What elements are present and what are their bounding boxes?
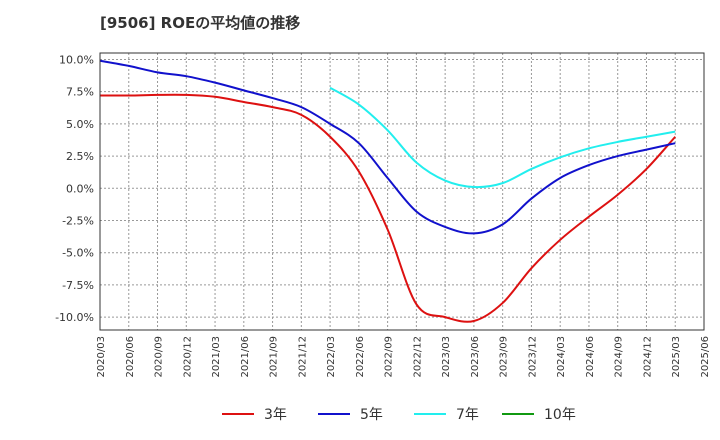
- series-layer: [99, 59, 676, 323]
- plot-frame: [99, 52, 705, 331]
- x-tick-label: 2020/09: [154, 336, 165, 378]
- x-tick-label: 2024/12: [642, 336, 653, 378]
- x-tick-label: 2025/06: [700, 336, 711, 378]
- x-tick-label: 2023/03: [441, 336, 452, 378]
- x-tick-label: 2021/06: [240, 336, 251, 378]
- legend-label: 7年: [456, 407, 479, 423]
- legend-label: 10年: [544, 407, 576, 423]
- x-tick-label: 2024/06: [585, 336, 596, 378]
- x-tick-label: 2020/06: [125, 336, 136, 378]
- x-tick-label: 2020/03: [96, 336, 107, 378]
- x-tick-label: 2023/06: [470, 336, 481, 378]
- legend-label: 3年: [264, 407, 287, 423]
- x-tick-label: 2024/03: [556, 336, 567, 378]
- series-line-0: [99, 93, 676, 323]
- x-tick-label: 2021/03: [211, 336, 222, 378]
- y-tick-label: 7.5%: [66, 86, 94, 99]
- x-tick-label: 2023/12: [527, 336, 538, 378]
- y-tick-label: 5.0%: [66, 118, 94, 131]
- y-tick-label: 10.0%: [59, 53, 94, 66]
- grid-layer: [99, 53, 705, 330]
- x-axis: 2020/03 2020/06 2020/09 2020/12 2021/03 2021/…: [96, 336, 711, 378]
- x-tick-label: 2022/03: [326, 336, 337, 378]
- series-line-1: [99, 59, 676, 235]
- y-tick-label: 2.5%: [66, 150, 94, 163]
- x-tick-label: 2020/12: [182, 336, 193, 378]
- legend-label: 5年: [360, 407, 383, 423]
- x-tick-label: 2022/12: [412, 336, 423, 378]
- x-tick-label: 2021/12: [297, 336, 308, 378]
- x-tick-label: 2021/09: [269, 336, 280, 378]
- y-tick-label: -5.0%: [62, 247, 94, 260]
- x-tick-label: 2022/06: [355, 336, 366, 378]
- x-tick-label: 2024/09: [614, 336, 625, 378]
- x-tick-label: 2025/03: [671, 336, 682, 378]
- y-tick-label: 0.0%: [66, 182, 94, 195]
- y-tick-label: -10.0%: [55, 311, 94, 324]
- y-tick-label: -2.5%: [62, 214, 94, 227]
- y-tick-label: -7.5%: [62, 279, 94, 292]
- x-tick-label: 2023/09: [499, 336, 510, 378]
- series-line-2: [329, 86, 676, 189]
- x-tick-label: 2022/09: [384, 336, 395, 378]
- legend: 3年 5年 7年 10年: [222, 407, 576, 423]
- chart-title: [9506] ROEの平均値の推移: [100, 14, 301, 32]
- y-axis: 10.0% 7.5% 5.0% 2.5% 0.0% -2.5% -5.0% -7.5% -10.…: [55, 53, 94, 324]
